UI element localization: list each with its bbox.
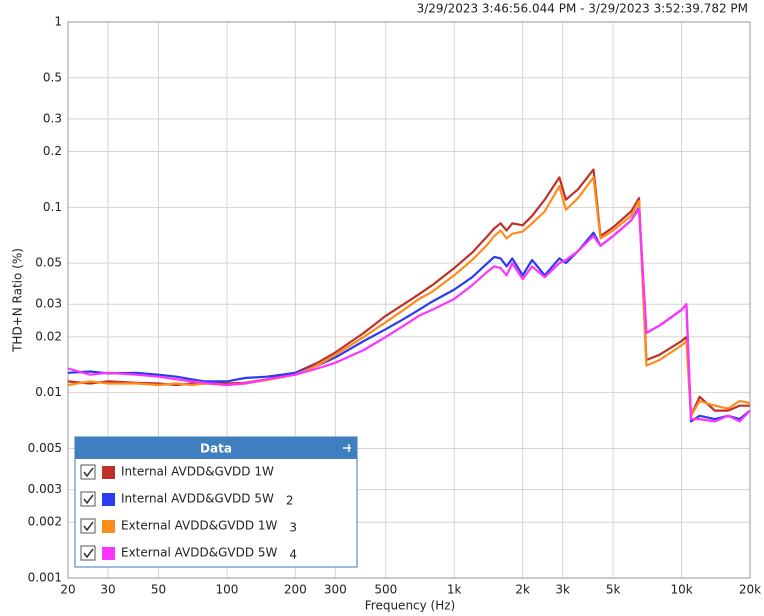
y-axis-label: THD+N Ratio (%) (11, 248, 25, 353)
x-tick-label: 3k (555, 583, 570, 597)
y-tick-label: 0.2 (43, 144, 62, 158)
y-tick-label: 0.3 (43, 111, 62, 125)
data-line (67, 207, 751, 423)
y-tick-label: 0.001 (28, 571, 62, 585)
x-tick-label: 5k (606, 583, 621, 597)
x-tick-label: 300 (324, 583, 347, 597)
x-tick-label: 20k (739, 583, 761, 597)
legend-title: Data (200, 442, 232, 456)
x-tick-label: 1k (447, 583, 462, 597)
y-tick-label: 0.005 (28, 441, 62, 455)
y-tick-label: 0.003 (28, 482, 62, 496)
legend-swatch (102, 493, 115, 506)
legend-swatch (102, 466, 115, 479)
y-tick-label: 0.03 (35, 297, 62, 311)
y-tick-label: 0.01 (35, 385, 62, 399)
y-tick-label: 0.5 (43, 70, 62, 84)
legend-channel: 2 (286, 494, 294, 508)
y-tick-label: 0.002 (28, 515, 62, 529)
pin-icon (343, 444, 351, 452)
y-tick-label: 1 (54, 15, 62, 29)
legend-swatch (102, 520, 115, 533)
legend-checkbox (80, 545, 96, 561)
legend-checkbox (80, 491, 96, 507)
x-tick-label: 200 (284, 583, 307, 597)
legend-label: Internal AVDD&GVDD 1W (121, 465, 274, 479)
legend-label: External AVDD&GVDD 1W (121, 519, 278, 533)
legend-checkbox (80, 518, 96, 534)
chart-title: 3/29/2023 3:46:56.044 PM - 3/29/2023 3:5… (417, 2, 748, 16)
y-tick-label: 0.05 (35, 256, 62, 270)
plot-border (67, 21, 751, 579)
x-tick-label: 50 (151, 583, 166, 597)
y-tick-label: 0.1 (43, 200, 62, 214)
x-tick-label: 100 (215, 583, 238, 597)
legend-channel: 3 (289, 521, 297, 535)
check-mark (83, 494, 94, 505)
x-tick-label: 2k (515, 583, 530, 597)
check-mark (83, 548, 94, 559)
legend-label: External AVDD&GVDD 5W (121, 546, 278, 560)
x-tick-label: 10k (670, 583, 692, 597)
y-tick-label: 0.02 (35, 329, 62, 343)
x-tick-label: 500 (374, 583, 397, 597)
x-tick-label: 30 (100, 583, 115, 597)
legend-header (75, 437, 357, 459)
check-mark (83, 521, 94, 532)
legend-channel: 4 (289, 548, 297, 562)
legend-checkbox (80, 464, 96, 480)
legend: Data Internal AVDD&GVDD 1W Internal AVDD&G… (74, 436, 358, 568)
legend-label: Internal AVDD&GVDD 5W (121, 492, 274, 506)
legend-swatch (102, 547, 115, 560)
x-axis-label: Frequency (Hz) (365, 599, 456, 613)
x-tick-label: 20 (60, 583, 75, 597)
check-mark (83, 467, 94, 478)
